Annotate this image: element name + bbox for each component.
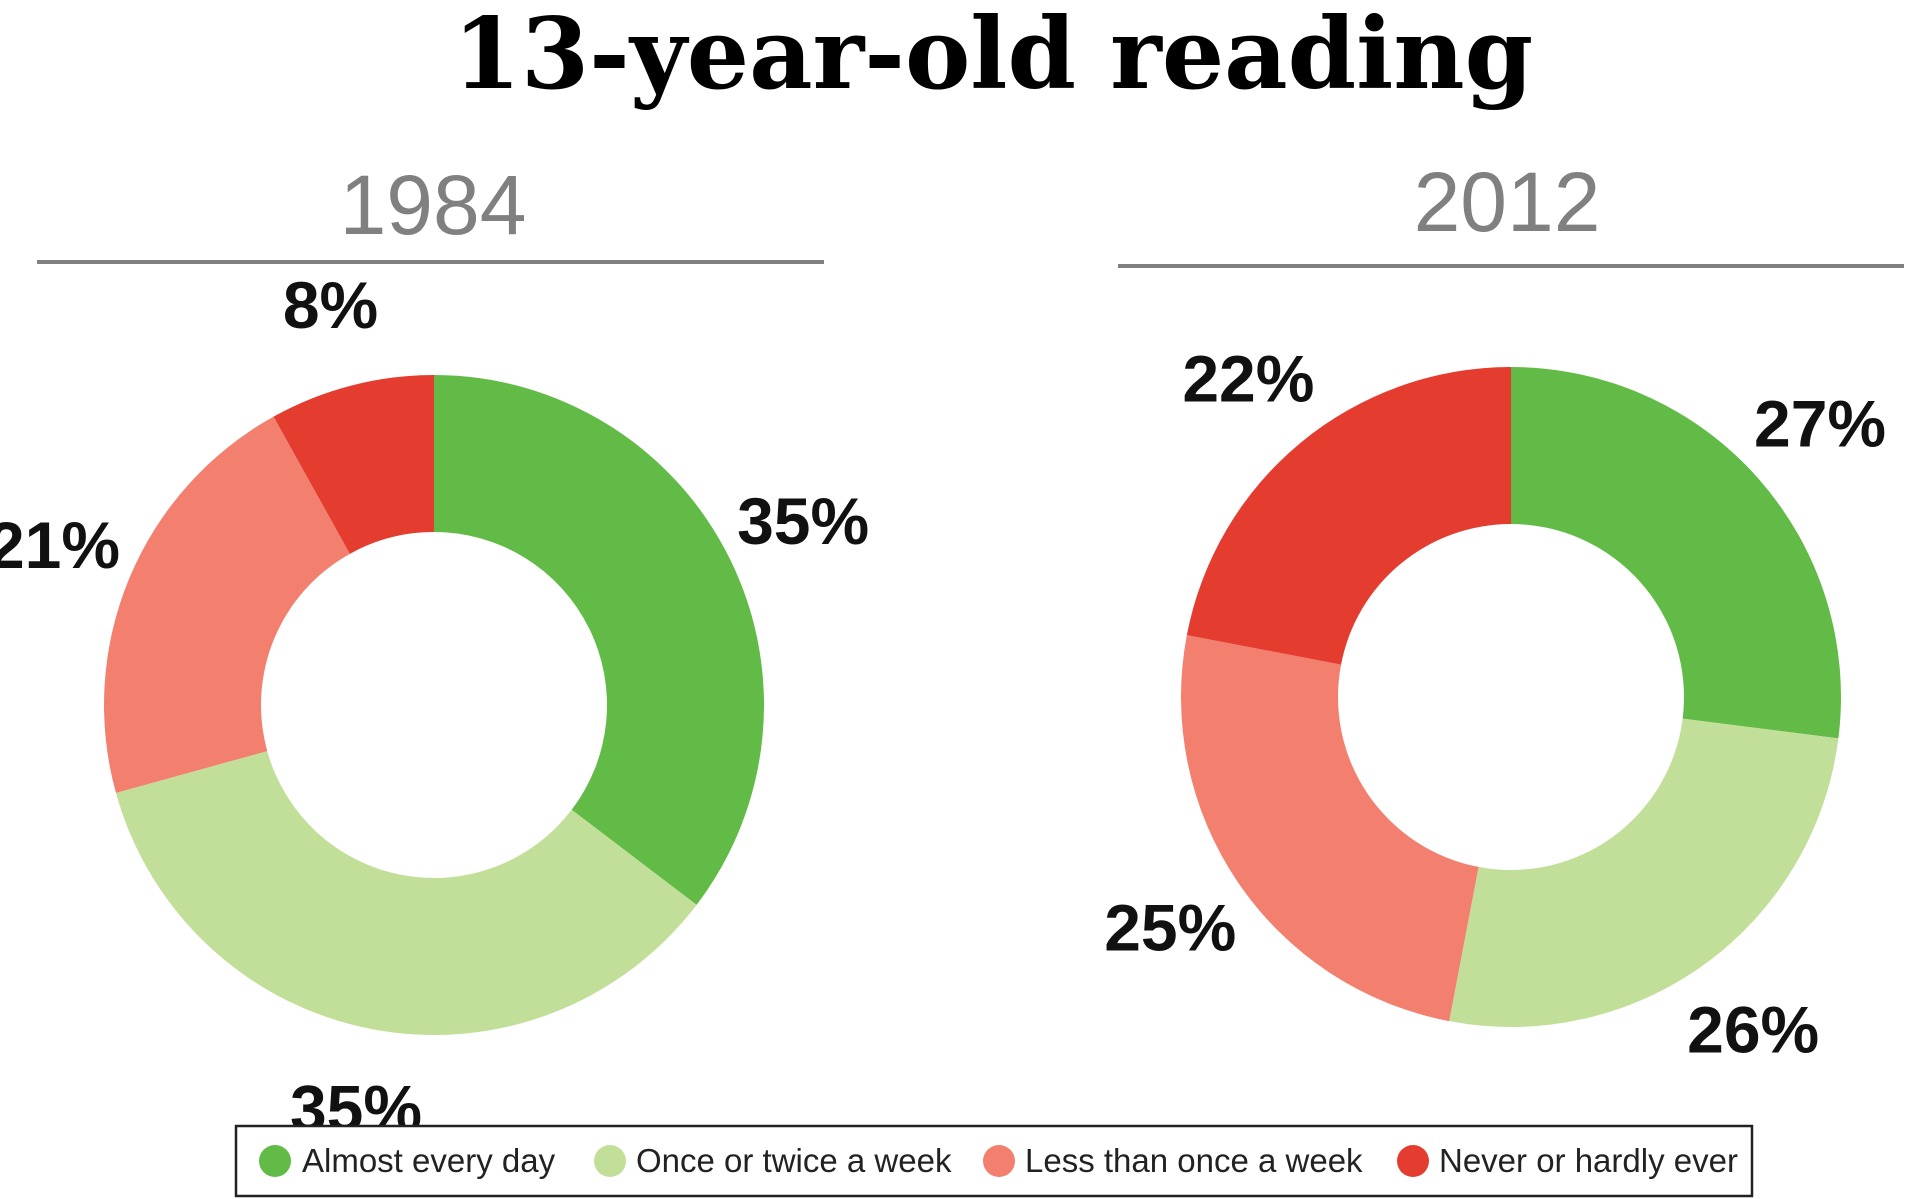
legend: Almost every day Once or twice a week Le… xyxy=(234,1124,1754,1198)
slice-2012-once-or-twice-a-week xyxy=(1449,718,1839,1027)
slice-1984-once-or-twice-a-week xyxy=(115,751,697,1035)
chart-1984-year-title: 1984 xyxy=(340,158,527,252)
legend-label-never-or-hardly-ever: Never or hardly ever xyxy=(1439,1142,1738,1179)
data-label-1984-less-than-once-a-week: 21% xyxy=(0,508,120,582)
legend-swatch-once-or-twice-a-week xyxy=(594,1145,626,1177)
legend-swatch-never-or-hardly-ever xyxy=(1397,1145,1429,1177)
legend-swatch-almost-every-day xyxy=(259,1145,291,1177)
legend-label-once-or-twice-a-week: Once or twice a week xyxy=(636,1142,952,1179)
slice-1984-almost-every-day xyxy=(434,375,764,905)
slice-1984-less-than-once-a-week xyxy=(104,416,350,793)
donut-1984: 35%35%21%8% xyxy=(0,268,869,1145)
legend-item-never-or-hardly-ever: Never or hardly ever xyxy=(1397,1142,1738,1179)
chart-title: 13-year-old reading xyxy=(453,0,1533,112)
legend-label-almost-every-day: Almost every day xyxy=(302,1142,556,1179)
data-label-2012-less-than-once-a-week: 25% xyxy=(1104,891,1236,965)
slice-1984-never-or-hardly-ever xyxy=(273,375,434,554)
chart-2012-year-title: 2012 xyxy=(1414,155,1601,249)
legend-item-almost-every-day: Almost every day xyxy=(259,1142,556,1179)
legend-item-less-than-once-a-week: Less than once a week xyxy=(983,1142,1363,1179)
slice-2012-less-than-once-a-week xyxy=(1181,635,1479,1022)
data-label-1984-almost-every-day: 35% xyxy=(737,484,869,558)
data-label-2012-almost-every-day: 27% xyxy=(1754,387,1886,461)
chart-1984-group: 1984 35%35%21%8% xyxy=(0,158,869,1146)
data-label-2012-once-or-twice-a-week: 26% xyxy=(1687,992,1819,1066)
slice-2012-never-or-hardly-ever xyxy=(1186,367,1511,665)
legend-label-less-than-once-a-week: Less than once a week xyxy=(1025,1142,1363,1179)
chart-2012-group: 2012 27% 26% 25% 22% xyxy=(1104,155,1904,1066)
legend-item-once-or-twice-a-week: Once or twice a week xyxy=(594,1142,952,1179)
slice-2012-almost-every-day xyxy=(1511,367,1841,739)
data-label-2012-never-or-hardly-ever: 22% xyxy=(1182,342,1314,416)
legend-swatch-less-than-once-a-week xyxy=(983,1145,1015,1177)
data-label-1984-never-or-hardly-ever: 8% xyxy=(283,268,378,342)
donut-2012: 27% 26% 25% 22% xyxy=(1104,342,1886,1067)
